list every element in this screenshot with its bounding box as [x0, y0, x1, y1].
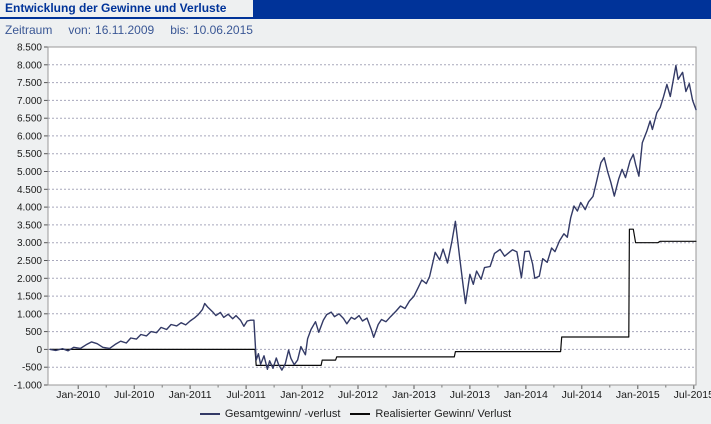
y-tick-label: 1.000: [17, 309, 42, 320]
realisierter-line-swatch: [350, 413, 371, 415]
x-tick-label: Jul-2015: [674, 389, 711, 401]
y-tick-label: 5.500: [17, 149, 42, 160]
y-tick-label: 6.000: [17, 131, 42, 142]
y-tick-label: 3.500: [17, 220, 42, 231]
y-tick-label: 2.500: [17, 256, 42, 267]
period-label: Zeitraum: [5, 23, 53, 37]
x-tick-label: Jan-2015: [616, 389, 660, 401]
legend-item-gesamtgewinn: Gesamtgewinn/ -verlust: [199, 408, 341, 420]
y-tick-label: 5.000: [17, 167, 42, 178]
profit-loss-chart: 8.500 8.000 7.500 7.000 6.500 6.000 5.500 5.000…: [14, 43, 711, 402]
x-tick-label: Jul-2014: [562, 389, 602, 401]
x-tick-label: Jan-2014: [504, 389, 548, 401]
x-tick-label: Jan-2012: [280, 389, 324, 401]
panel-title: Entwicklung der Gewinne und Verluste: [0, 0, 253, 17]
gesamtgewinn-verlust-line: [49, 64, 697, 371]
y-tick-label: 6.500: [17, 114, 42, 125]
y-tick-label: 1.500: [17, 292, 42, 303]
x-tick-label: Jan-2010: [56, 389, 100, 401]
gesamtgewinn-line-swatch: [199, 413, 220, 415]
realisierter-legend-label: Realisierter Gewinn/ Verlust: [375, 408, 512, 420]
x-tick-label: Jan-2011: [169, 389, 212, 401]
gesamtgewinn-legend-label: Gesamtgewinn/ -verlust: [224, 408, 341, 420]
y-tick-label: 2.000: [17, 274, 42, 285]
y-tick-label: 7.500: [17, 78, 42, 89]
x-tick-label: Jul-2010: [114, 389, 154, 401]
chart-legend: Gesamtgewinn/ -verlust Realisierter Gewi…: [0, 406, 711, 422]
period-from-label: von:: [68, 23, 92, 37]
y-tick-label: 8.500: [17, 43, 42, 54]
y-tick-label: 4.500: [17, 185, 42, 196]
x-tick-label: Jan-2013: [392, 389, 436, 401]
legend-item-realisierter: Realisierter Gewinn/ Verlust: [350, 408, 511, 420]
plot-area: [48, 47, 696, 385]
period-from-value: 16.11.2009: [95, 23, 155, 37]
y-tick-label: 4.000: [17, 203, 42, 214]
period-to-value: 10.06.2015: [192, 23, 253, 37]
realisierter-gewinn-verlust-line: [49, 228, 697, 366]
y-tick-label: 0: [36, 345, 42, 356]
y-tick-label: 7.000: [17, 96, 42, 107]
y-tick-label: -500: [22, 363, 42, 374]
period-to-label: bis:: [170, 23, 189, 37]
period-row: Zeitraum von: 16.11.2009 bis: 10.06.2015: [5, 23, 269, 38]
x-tick-label: Jul-2011: [226, 389, 266, 401]
y-tick-label: 500: [25, 327, 42, 338]
y-tick-label: 8.000: [17, 60, 42, 71]
title-bar: Entwicklung der Gewinne und Verluste: [0, 0, 711, 19]
x-tick-label: Jul-2012: [338, 389, 378, 401]
plot-border: [47, 46, 697, 386]
x-tick-label: Jul-2013: [450, 389, 490, 401]
y-tick-label: 3.000: [17, 238, 42, 249]
y-tick-label: -1.000: [14, 381, 43, 392]
